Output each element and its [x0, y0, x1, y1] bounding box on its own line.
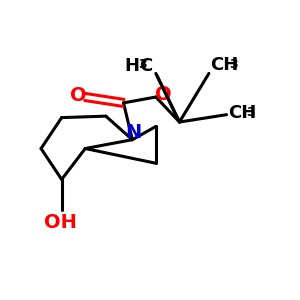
- Text: 3: 3: [138, 58, 147, 71]
- Text: CH: CH: [210, 56, 238, 74]
- Text: 3: 3: [247, 106, 255, 119]
- Text: CH: CH: [228, 104, 256, 122]
- Text: H: H: [125, 57, 140, 75]
- Text: C: C: [139, 57, 152, 75]
- Text: 3: 3: [229, 58, 238, 71]
- Text: OH: OH: [44, 213, 76, 232]
- Text: N: N: [126, 123, 142, 142]
- Text: O: O: [70, 86, 86, 105]
- Text: O: O: [155, 85, 172, 104]
